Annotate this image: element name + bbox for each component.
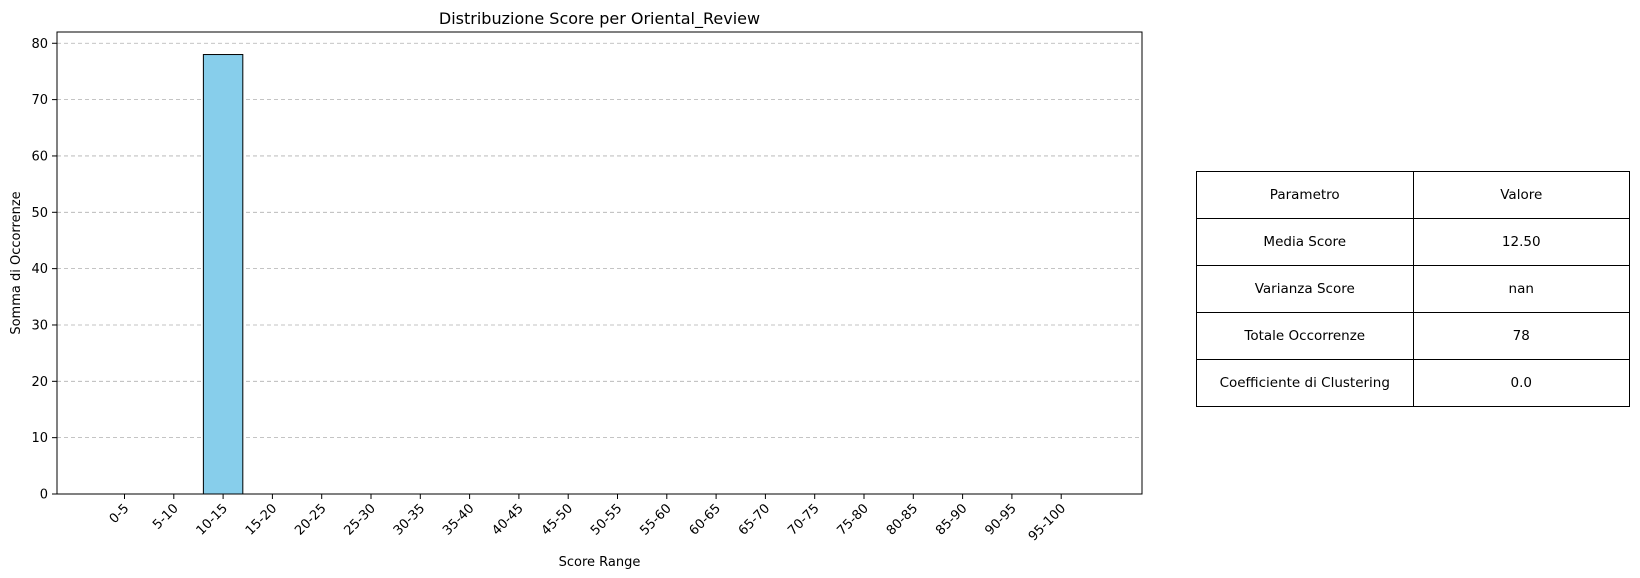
bars [202, 54, 244, 495]
table-cell-value: 12.50 [1412, 218, 1630, 266]
table-row: Varianza Score nan [1196, 265, 1630, 313]
y-tick-label: 30 [31, 318, 48, 333]
y-tick-label: 10 [31, 431, 48, 446]
y-axis-ticks: 0 10 20 30 40 50 60 70 80 [31, 37, 57, 503]
x-tick-label: 45-50 [539, 501, 576, 538]
x-tick-label: 10-15 [194, 501, 231, 538]
table-cell-parameter: Media Score [1196, 218, 1414, 266]
x-tick-label: 0-5 [107, 501, 133, 527]
y-tick-label: 70 [31, 93, 48, 108]
x-tick-label: 75-80 [835, 501, 872, 538]
table-header-cell-parameter: Parametro [1196, 171, 1414, 219]
x-tick-label: 35-40 [440, 501, 477, 538]
y-tick-label: 60 [31, 149, 48, 164]
table-cell-parameter: Varianza Score [1196, 265, 1414, 313]
chart-title: Distribuzione Score per Oriental_Review [439, 9, 760, 29]
table-header-row: Parametro Valore [1196, 171, 1630, 219]
y-gridlines [57, 42, 1142, 495]
table-cell-value: 0.0 [1412, 359, 1630, 407]
x-axis-label: Score Range [559, 555, 641, 570]
x-tick-label: 15-20 [243, 501, 280, 538]
y-tick-label: 50 [31, 206, 48, 221]
x-tick-label: 5-10 [150, 501, 181, 532]
x-tick-label: 80-85 [884, 501, 921, 538]
plot-area-frame [56, 31, 1143, 495]
x-tick-label: 85-90 [933, 501, 970, 538]
y-tick-label: 0 [40, 488, 48, 503]
table-row: Media Score 12.50 [1196, 218, 1630, 266]
table-row: Coefficiente di Clustering 0.0 [1196, 359, 1630, 407]
x-tick-label: 90-95 [982, 501, 1019, 538]
x-tick-label: 25-30 [342, 501, 379, 538]
table-cell-parameter: Coefficiente di Clustering [1196, 359, 1414, 407]
statistics-table: Parametro Valore Media Score 12.50 Varianza … [1196, 171, 1630, 407]
x-tick-label: 40-45 [489, 501, 526, 538]
y-tick-label: 80 [31, 37, 48, 52]
x-tick-label: 20-25 [292, 501, 329, 538]
table-header-cell-value: Valore [1412, 171, 1630, 219]
table-cell-value: nan [1412, 265, 1630, 313]
x-axis-ticks: 0-5 5-10 10-15 15-20 20-25 25-30 30-35 35-40 40-… [107, 494, 1069, 544]
x-tick-label: 50-55 [588, 501, 625, 538]
bar-10-15 [202, 54, 244, 495]
table-cell-value: 78 [1412, 312, 1630, 360]
x-tick-label: 70-75 [785, 501, 822, 538]
x-tick-label: 55-60 [637, 501, 674, 538]
x-tick-label: 95-100 [1026, 501, 1069, 544]
x-tick-label: 30-35 [391, 501, 428, 538]
x-tick-label: 65-70 [736, 501, 773, 538]
y-axis-label: Somma di Occorrenze [9, 191, 24, 334]
x-tick-label: 60-65 [687, 501, 724, 538]
table-row: Totale Occorrenze 78 [1196, 312, 1630, 360]
y-tick-label: 40 [31, 262, 48, 277]
y-tick-label: 20 [31, 375, 48, 390]
table-cell-parameter: Totale Occorrenze [1196, 312, 1414, 360]
